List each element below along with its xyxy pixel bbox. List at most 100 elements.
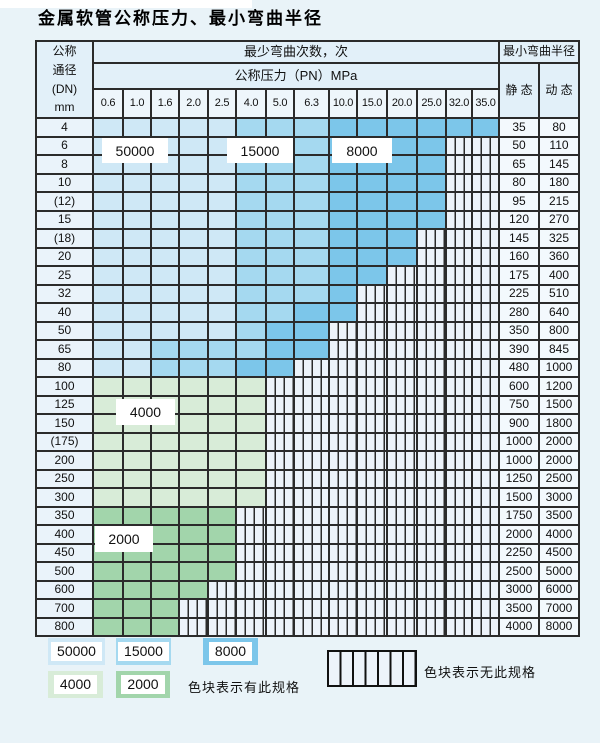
spec-cell [237,489,267,508]
dynamic-radius-cell: 5000 [540,563,580,582]
spec-cell [152,452,180,471]
spec-cell [209,341,237,360]
spec-cell [209,526,237,545]
spec-cell [447,378,473,397]
spec-cell [237,563,267,582]
static-radius-cell: 390 [500,341,540,360]
spec-cell [358,563,388,582]
spec-cell [94,322,124,341]
spec-cell [358,470,388,489]
static-radius-cell: 600 [500,378,540,397]
spec-cell [267,433,295,452]
dynamic-radius-cell: 4500 [540,544,580,563]
spec-cell [267,563,295,582]
spec-cell [330,304,358,323]
spec-cell [473,137,500,156]
spec-cell [473,378,500,397]
spec-cell [295,600,330,619]
spec-cell [152,285,180,304]
spec-cell [447,359,473,378]
dn-cell: (12) [37,193,94,212]
spec-cell [237,526,267,545]
spec-cell [295,544,330,563]
dynamic-radius-cell: 2000 [540,452,580,471]
spec-cell [124,581,152,600]
dn-cell: 50 [37,322,94,341]
static-radius-cell: 3000 [500,581,540,600]
spec-cell [267,526,295,545]
spec-cell [267,341,295,360]
spec-cell [295,248,330,267]
spec-cell [152,470,180,489]
spec-cell [388,526,418,545]
pressure-header: 20.0 [388,90,418,119]
spec-cell [94,600,124,619]
spec-cell [124,248,152,267]
spec-cell [447,193,473,212]
static-radius-cell: 95 [500,193,540,212]
spec-cell [94,433,124,452]
spec-cell [473,230,500,249]
spec-cell [152,193,180,212]
spec-cell [237,230,267,249]
spec-cell [152,230,180,249]
spec-cell [152,378,180,397]
spec-cell [358,396,388,415]
dn-cell: 4 [37,119,94,138]
spec-cell [209,415,237,434]
spec-cell [447,452,473,471]
pressure-header: 32.0 [447,90,473,119]
pressure-header: 1.0 [124,90,152,119]
dynamic-radius-cell: 510 [540,285,580,304]
spec-cell [124,341,152,360]
min-bend-cycles-header: 最少弯曲次数，次 [94,42,500,64]
spec-cell [358,248,388,267]
spec-cell [358,452,388,471]
spec-cell [473,211,500,230]
legend-swatch-label: 4000 [53,675,98,694]
dn-header-line: (DN) [51,81,78,96]
spec-cell [180,230,209,249]
dn-cell: 125 [37,396,94,415]
spec-cell [295,211,330,230]
spec-cell [473,174,500,193]
dn-cell: 100 [37,378,94,397]
dn-cell: 800 [37,618,94,637]
spec-cell [358,618,388,637]
dynamic-radius-cell: 360 [540,248,580,267]
spec-cell [447,433,473,452]
spec-cell [295,378,330,397]
cycle-label-2000: 2000 [96,527,152,551]
spec-cell [94,581,124,600]
dn-cell: 32 [37,285,94,304]
spec-cell [330,489,358,508]
dn-cell: 65 [37,341,94,360]
spec-cell [267,470,295,489]
spec-cell [180,563,209,582]
spec-cell [330,581,358,600]
dn-cell: 20 [37,248,94,267]
spec-cell [209,359,237,378]
spec-cell [267,359,295,378]
spec-cell [330,285,358,304]
spec-cell [237,267,267,286]
spec-cell [237,211,267,230]
spec-cell [209,248,237,267]
spec-cell [295,396,330,415]
spec-cell [209,396,237,415]
static-radius-cell: 160 [500,248,540,267]
spec-cell [267,544,295,563]
spec-cell [209,378,237,397]
dynamic-radius-cell: 3500 [540,507,580,526]
spec-cell [330,526,358,545]
spec-cell [473,359,500,378]
spec-cell [209,322,237,341]
dn-cell: (175) [37,433,94,452]
spec-cell [295,618,330,637]
spec-cell [388,470,418,489]
spec-cell [358,415,388,434]
spec-cell [237,359,267,378]
spec-cell [94,507,124,526]
spec-cell [237,119,267,138]
